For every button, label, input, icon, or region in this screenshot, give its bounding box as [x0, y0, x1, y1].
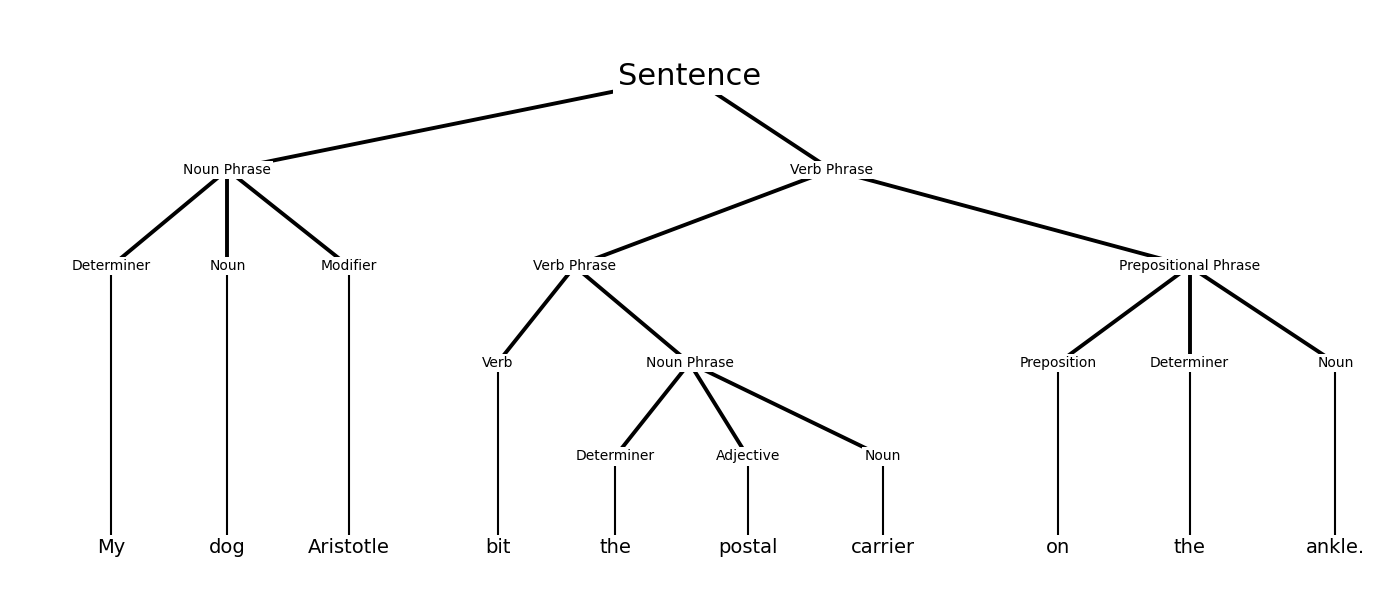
Text: Aristotle: Aristotle — [308, 538, 390, 556]
Text: Sentence: Sentence — [618, 61, 761, 91]
Text: Determiner: Determiner — [1150, 356, 1229, 370]
Text: Verb Phrase: Verb Phrase — [534, 259, 616, 273]
Text: the: the — [600, 538, 632, 556]
Text: Preposition: Preposition — [1020, 356, 1098, 370]
Text: Noun Phrase: Noun Phrase — [645, 356, 734, 370]
Text: Determiner: Determiner — [72, 259, 150, 273]
Text: the: the — [1174, 538, 1205, 556]
Text: Modifier: Modifier — [321, 259, 376, 273]
Text: bit: bit — [485, 538, 510, 556]
Text: dog: dog — [210, 538, 245, 556]
Text: ankle.: ankle. — [1306, 538, 1365, 556]
Text: Determiner: Determiner — [575, 450, 655, 463]
Text: Noun: Noun — [210, 259, 245, 273]
Text: Prepositional Phrase: Prepositional Phrase — [1118, 259, 1260, 273]
Text: Noun: Noun — [1317, 356, 1354, 370]
Text: postal: postal — [718, 538, 778, 556]
Text: Verb: Verb — [481, 356, 513, 370]
Text: Adjective: Adjective — [716, 450, 779, 463]
Text: Noun Phrase: Noun Phrase — [183, 163, 272, 177]
Text: on: on — [1047, 538, 1070, 556]
Text: carrier: carrier — [851, 538, 914, 556]
Text: Verb Phrase: Verb Phrase — [790, 163, 873, 177]
Text: Noun: Noun — [865, 450, 900, 463]
Text: My: My — [97, 538, 125, 556]
